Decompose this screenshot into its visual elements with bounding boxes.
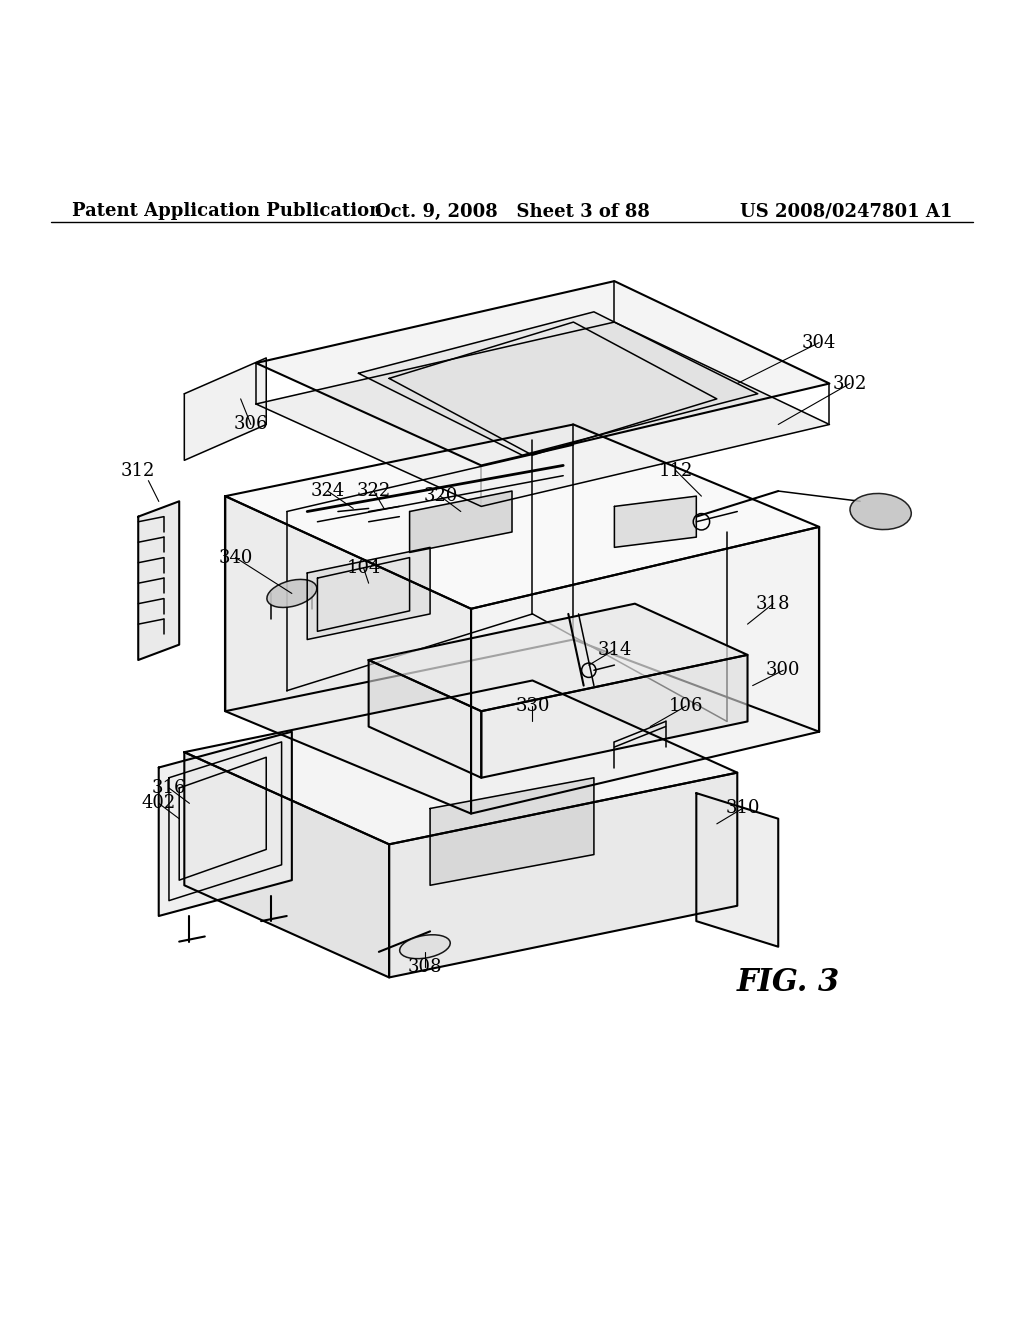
- Text: US 2008/0247801 A1: US 2008/0247801 A1: [740, 202, 952, 220]
- Text: Patent Application Publication: Patent Application Publication: [72, 202, 382, 220]
- Text: 312: 312: [121, 462, 156, 479]
- Polygon shape: [369, 660, 481, 777]
- Text: 322: 322: [356, 482, 391, 500]
- Ellipse shape: [267, 579, 316, 607]
- Text: 106: 106: [669, 697, 703, 715]
- Polygon shape: [481, 655, 748, 777]
- Polygon shape: [696, 793, 778, 946]
- Ellipse shape: [399, 935, 451, 958]
- Polygon shape: [358, 312, 758, 455]
- Text: Oct. 9, 2008   Sheet 3 of 88: Oct. 9, 2008 Sheet 3 of 88: [375, 202, 649, 220]
- Polygon shape: [471, 527, 819, 813]
- Polygon shape: [369, 603, 748, 711]
- Polygon shape: [225, 425, 819, 609]
- Text: 324: 324: [310, 482, 345, 500]
- Polygon shape: [184, 752, 389, 977]
- Text: 304: 304: [802, 334, 837, 351]
- Text: 314: 314: [597, 640, 632, 659]
- Text: 340: 340: [218, 549, 253, 566]
- Ellipse shape: [850, 494, 911, 529]
- Polygon shape: [138, 502, 179, 660]
- Polygon shape: [184, 358, 266, 461]
- Polygon shape: [159, 731, 292, 916]
- Text: 318: 318: [756, 595, 791, 612]
- Text: 330: 330: [515, 697, 550, 715]
- Text: 112: 112: [658, 462, 693, 479]
- Polygon shape: [256, 281, 829, 466]
- Polygon shape: [430, 777, 594, 886]
- Polygon shape: [410, 491, 512, 553]
- Text: 104: 104: [346, 558, 381, 577]
- Polygon shape: [614, 496, 696, 548]
- Polygon shape: [184, 681, 737, 845]
- Text: 300: 300: [766, 661, 801, 680]
- Text: 316: 316: [152, 779, 186, 797]
- Polygon shape: [389, 772, 737, 977]
- Text: 308: 308: [408, 958, 442, 977]
- Polygon shape: [256, 322, 829, 507]
- Polygon shape: [307, 548, 430, 639]
- Text: 310: 310: [725, 800, 760, 817]
- Text: 306: 306: [233, 416, 268, 433]
- Text: 302: 302: [833, 375, 867, 392]
- Text: 402: 402: [141, 795, 176, 812]
- Polygon shape: [225, 496, 471, 813]
- Text: FIG. 3: FIG. 3: [737, 968, 840, 998]
- Text: 320: 320: [423, 487, 458, 506]
